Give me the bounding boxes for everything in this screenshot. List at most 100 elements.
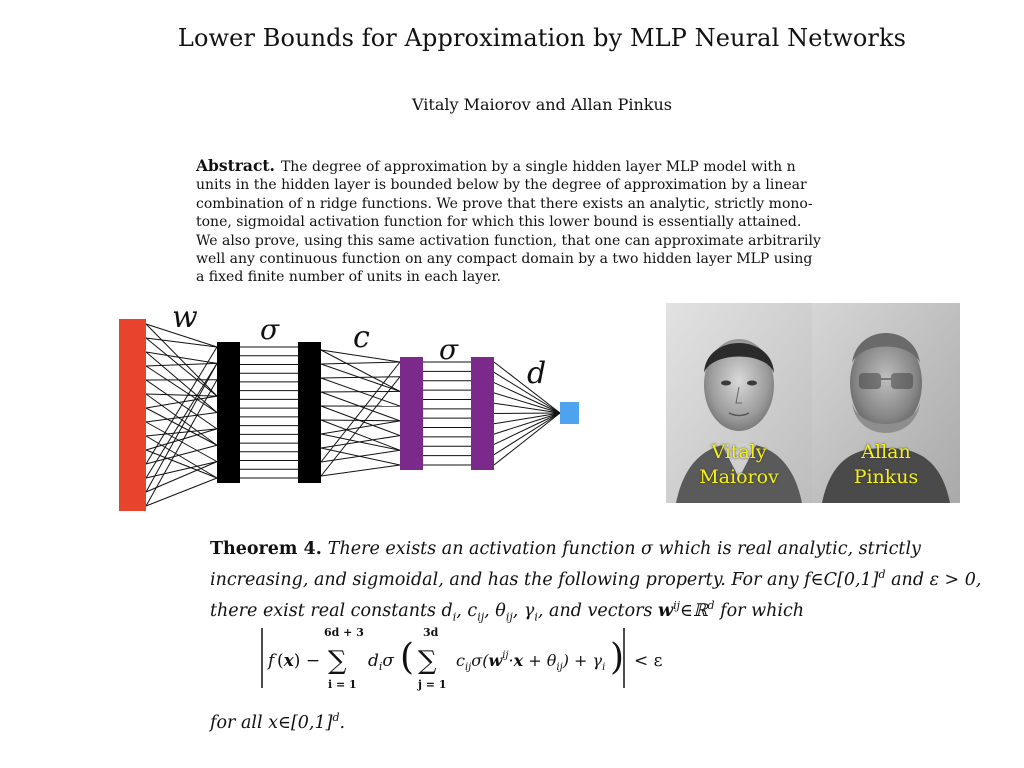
connection-line <box>320 420 401 435</box>
connection-line <box>320 390 401 393</box>
sum-outer-bottom: i = 1 <box>328 678 357 691</box>
connection-line <box>145 428 218 451</box>
theorem-line: increasing, and sigmoidal, and has the f… <box>210 569 879 590</box>
connection-line <box>320 419 401 451</box>
output-node <box>560 402 579 424</box>
forall-end: . <box>339 712 346 733</box>
connection-line <box>320 419 401 422</box>
connection-line <box>493 371 561 414</box>
connection-line <box>320 361 401 365</box>
connection-line <box>145 351 218 413</box>
connection-line <box>145 412 218 423</box>
connection-line <box>320 349 401 363</box>
caption-first-name: Vitaly <box>711 441 767 463</box>
svg-text:f: f <box>266 651 277 671</box>
abstract-label: Abstract. <box>196 156 275 175</box>
abstract-line: The degree of approximation by a single … <box>280 159 796 175</box>
weight-label-w: w <box>172 300 198 335</box>
connection-line <box>493 412 561 414</box>
abstract-line: units in the hidden layer is bounded bel… <box>196 177 807 194</box>
sum-inner-top: 3d <box>423 626 439 639</box>
forall-text: for all x∈[0,1] <box>210 712 333 733</box>
theorem-heading: Theorem 4. <box>210 539 322 559</box>
connection-line <box>493 361 561 414</box>
activation-label-sigma-1: σ <box>260 313 280 346</box>
photo-vitaly-maiorov: Vitaly Maiorov <box>666 303 812 503</box>
portrait-image <box>812 303 960 503</box>
connection-line <box>145 461 218 479</box>
theorem-formula: f (x) − 6d + 3 ∑ i = 1 diσ ( 3d ∑ j = 1 … <box>261 626 663 691</box>
connection-line <box>145 346 218 465</box>
theorem-line: There exists an activation function σ wh… <box>327 539 921 559</box>
connection-line <box>145 337 218 397</box>
hidden-layer-1 <box>217 342 240 483</box>
abstract-line: combination of n ridge functions. We pro… <box>196 195 813 212</box>
superscript: d <box>332 711 340 724</box>
photo-caption-right: Allan Pinkus <box>812 440 960 490</box>
theorem-line-tail: and ε > 0, <box>885 569 982 590</box>
photo-caption-left: Vitaly Maiorov <box>666 440 812 490</box>
connection-line <box>493 412 561 445</box>
connection-line <box>320 464 401 477</box>
caption-first-name: Allan <box>861 441 911 463</box>
portrait-image <box>666 303 812 503</box>
theorem-4: Theorem 4. There exists an activation fun… <box>210 539 982 624</box>
connection-line <box>145 393 218 397</box>
paper-authors: Vitaly Maiorov and Allan Pinkus <box>412 95 672 114</box>
formula-rhs: < ε <box>634 651 663 671</box>
connection-line <box>145 407 218 446</box>
abstract-line: tone, sigmoidal activation function for … <box>196 214 802 231</box>
abstract-line: well any continuous function on any comp… <box>196 251 813 268</box>
connection-line <box>145 421 218 463</box>
connection-line <box>493 412 561 466</box>
connection-line <box>320 376 401 477</box>
sum-icon: ∑ <box>418 646 437 676</box>
connection-line <box>145 365 218 413</box>
connection-line <box>145 449 218 479</box>
caption-last-name: Maiorov <box>699 466 779 488</box>
hidden-layer-4 <box>471 357 494 470</box>
connection-line <box>145 477 218 507</box>
connection-line <box>493 412 561 456</box>
connection-line <box>145 363 218 493</box>
svg-text:(: ( <box>400 637 414 678</box>
connection-line <box>493 402 561 414</box>
svg-text:diσ: diσ <box>368 651 394 673</box>
connection-line <box>145 444 218 465</box>
input-layer <box>119 319 146 511</box>
network-connections <box>145 323 561 507</box>
connection-line <box>145 323 218 348</box>
theorem-line: there exist real constants d <box>210 600 453 621</box>
connection-line <box>145 379 218 430</box>
svg-text:): ) <box>610 637 624 678</box>
connection-line <box>493 412 561 425</box>
sum-icon: ∑ <box>328 646 347 676</box>
theorem-forall: for all x∈[0,1]d. <box>210 711 345 733</box>
weight-label-c: c <box>353 320 370 355</box>
activation-label-sigma-2: σ <box>439 333 459 366</box>
connection-line <box>145 337 218 348</box>
hidden-layer-2 <box>298 342 321 483</box>
connection-line <box>145 362 218 367</box>
author-photos: Vitaly Maiorov Allan Pinkus <box>666 303 960 503</box>
connection-line <box>320 361 401 463</box>
connection-line <box>145 461 218 493</box>
connection-line <box>320 449 401 463</box>
connection-line <box>145 428 218 437</box>
hidden-layer-3 <box>400 357 423 470</box>
connection-line <box>145 363 218 479</box>
connection-line <box>493 382 561 414</box>
connection-line <box>145 395 218 409</box>
photo-allan-pinkus: Allan Pinkus <box>812 303 960 503</box>
connection-line <box>145 393 218 446</box>
paper-title: Lower Bounds for Approximation by MLP Ne… <box>177 24 907 52</box>
connection-line <box>493 412 561 435</box>
connection-line <box>493 392 561 414</box>
abstract-line: a fixed finite number of units in each l… <box>196 269 501 286</box>
svg-text:cijσ(wij·x + θij) + γi: cijσ(wij·x + θij) + γi <box>456 650 605 673</box>
weight-label-d: d <box>527 356 546 391</box>
network-diagram: w σ c σ d <box>119 300 579 511</box>
svg-text:(x) −: (x) − <box>277 651 320 671</box>
connection-line <box>320 376 401 379</box>
connection-line <box>145 435 218 479</box>
